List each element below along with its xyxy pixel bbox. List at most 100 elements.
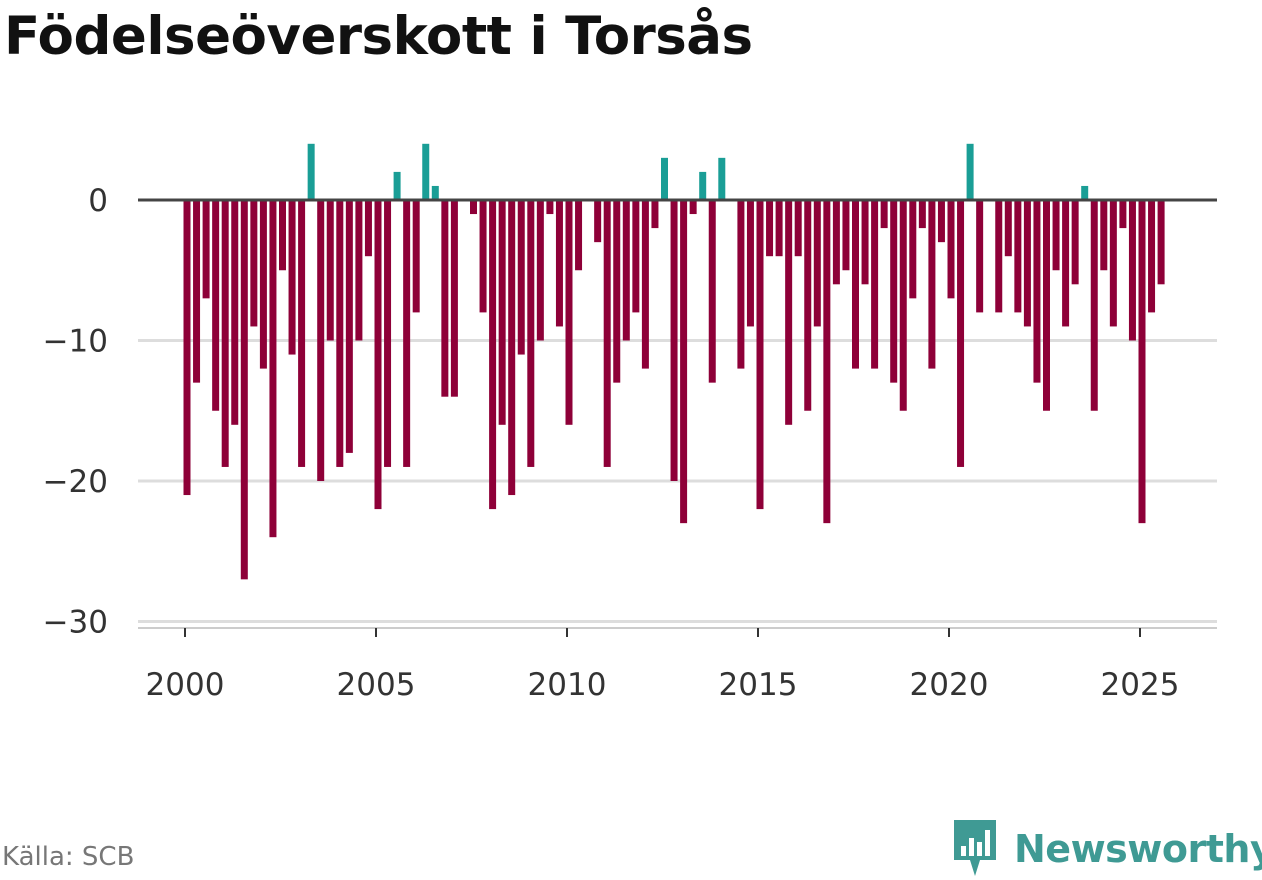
bar — [1062, 200, 1070, 327]
bar — [374, 200, 382, 510]
bar — [193, 200, 201, 383]
bar — [804, 200, 812, 411]
bar — [231, 200, 239, 425]
y-tick-label: 0 — [88, 183, 108, 219]
bar — [403, 200, 411, 467]
source-note: Källa: SCB — [2, 842, 135, 872]
bar — [957, 200, 965, 467]
bar — [641, 200, 649, 369]
bar — [546, 200, 554, 215]
bar — [813, 200, 821, 327]
bar — [718, 157, 726, 200]
bar — [871, 200, 879, 369]
bar — [699, 171, 707, 200]
bar — [1014, 200, 1022, 313]
bar — [393, 171, 401, 200]
bar — [680, 200, 688, 524]
bar — [670, 200, 678, 481]
bar — [470, 200, 477, 215]
bar — [832, 200, 840, 285]
bar — [966, 143, 974, 200]
bar — [1109, 200, 1117, 327]
y-tick-label: −20 — [43, 464, 108, 500]
bar — [766, 200, 774, 257]
bar — [202, 200, 210, 299]
bar — [288, 200, 296, 355]
bar — [737, 200, 745, 369]
bar — [852, 200, 859, 369]
bar — [384, 200, 392, 467]
bar — [947, 200, 955, 299]
bar — [1119, 200, 1127, 229]
bar — [622, 200, 630, 341]
bar — [976, 200, 984, 313]
bars — [183, 143, 1165, 580]
bar — [279, 200, 286, 271]
bar — [708, 200, 716, 383]
bar — [995, 200, 1003, 313]
bar — [183, 200, 191, 496]
bar — [594, 200, 602, 243]
bar — [221, 200, 229, 467]
bar — [517, 200, 525, 355]
bar — [345, 200, 353, 453]
bar — [746, 200, 754, 327]
chart-title: Födelseöverskott i Torsås — [4, 6, 753, 67]
bar — [1148, 200, 1156, 313]
bar — [928, 200, 936, 369]
bar — [317, 200, 325, 481]
bar — [498, 200, 506, 425]
y-tick-label: −30 — [43, 605, 108, 641]
bar — [355, 200, 363, 341]
bar — [1004, 200, 1012, 257]
bar — [508, 200, 516, 496]
bar — [842, 200, 850, 271]
bar — [689, 200, 697, 215]
bar — [259, 200, 267, 369]
x-tick-label: 2000 — [146, 667, 225, 703]
bar — [450, 200, 458, 397]
newsworthy-logo: Newsworthy — [950, 818, 1262, 880]
bar — [336, 200, 344, 467]
bar — [431, 185, 439, 200]
bar — [909, 200, 917, 299]
bar — [661, 157, 668, 200]
bar — [212, 200, 220, 411]
axes: 0 −10 −20 −30 2000 2005 2010 2015 2020 2025 — [43, 183, 1217, 703]
bar — [575, 200, 583, 271]
bar — [775, 200, 783, 257]
bar — [613, 200, 621, 383]
bar — [412, 200, 420, 313]
bar — [1023, 200, 1031, 327]
bar — [441, 200, 449, 397]
x-tick-label: 2025 — [1101, 667, 1180, 703]
bar — [1157, 200, 1165, 285]
newsworthy-logo-icon — [954, 820, 996, 876]
bar — [489, 200, 497, 510]
x-tick-label: 2010 — [528, 667, 607, 703]
bar — [1033, 200, 1041, 383]
bar — [307, 143, 315, 200]
bar — [1128, 200, 1136, 341]
bar — [326, 200, 334, 341]
bar — [1090, 200, 1098, 411]
bar — [632, 200, 640, 313]
bar — [651, 200, 659, 229]
bar — [756, 200, 764, 510]
bar — [1081, 185, 1089, 200]
bar — [536, 200, 544, 341]
bar — [937, 200, 945, 243]
x-tick-label: 2015 — [719, 667, 798, 703]
bar — [861, 200, 869, 285]
bar — [479, 200, 487, 313]
bar — [918, 200, 926, 229]
bar — [527, 200, 535, 467]
bar — [298, 200, 306, 467]
bar — [899, 200, 907, 411]
bar — [565, 200, 573, 425]
bar — [823, 200, 831, 524]
bar — [250, 200, 258, 327]
bar — [422, 143, 430, 200]
bar — [794, 200, 802, 257]
